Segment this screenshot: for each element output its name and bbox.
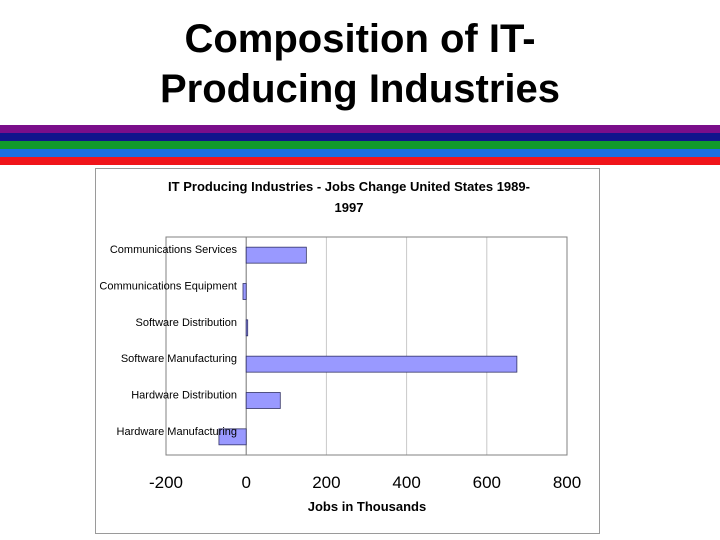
chart-title-line-2: 1997 <box>335 200 364 215</box>
color-stripes <box>0 125 720 165</box>
category-label: Software Distribution <box>136 317 238 329</box>
bar <box>245 392 281 409</box>
category-label: Software Manufacturing <box>121 353 237 365</box>
x-tick-label: 400 <box>392 473 420 492</box>
plot-area <box>165 236 568 456</box>
stripe-blue <box>0 149 720 157</box>
slide-title-line-1: Composition of IT- <box>184 17 536 61</box>
x-tick-label: 800 <box>553 473 581 492</box>
stripe-purple <box>0 125 720 133</box>
category-label: Communications Services <box>110 244 238 256</box>
bar <box>242 283 247 300</box>
x-axis-label: Jobs in Thousands <box>308 499 426 514</box>
x-axis-ticks: -200 0 200 400 600 800 <box>149 473 581 492</box>
category-label: Hardware Distribution <box>131 390 237 402</box>
bars <box>218 237 518 455</box>
chart-frame <box>95 168 600 534</box>
category-label: Communications Equipment <box>99 281 237 293</box>
gridlines <box>165 237 568 455</box>
chart-title-line-1: IT Producing Industries - Jobs Change Un… <box>168 179 530 194</box>
x-tick-label: -200 <box>149 473 183 492</box>
x-tick-label: 200 <box>312 473 340 492</box>
bar <box>218 428 247 446</box>
bar <box>245 355 518 373</box>
x-tick-label: 0 <box>241 473 250 492</box>
x-tick-label: 600 <box>473 473 501 492</box>
bar <box>245 319 249 337</box>
stripe-green <box>0 141 720 149</box>
slide-title: Composition of IT- Producing Industries <box>0 14 720 114</box>
slide-title-line-2: Producing Industries <box>159 67 561 111</box>
stripe-red <box>0 157 720 165</box>
category-label: Hardware Manufacturing <box>117 426 237 438</box>
bar <box>245 246 307 264</box>
stripe-navy <box>0 133 720 141</box>
category-labels: Communications Services Communications Eq… <box>99 244 237 438</box>
